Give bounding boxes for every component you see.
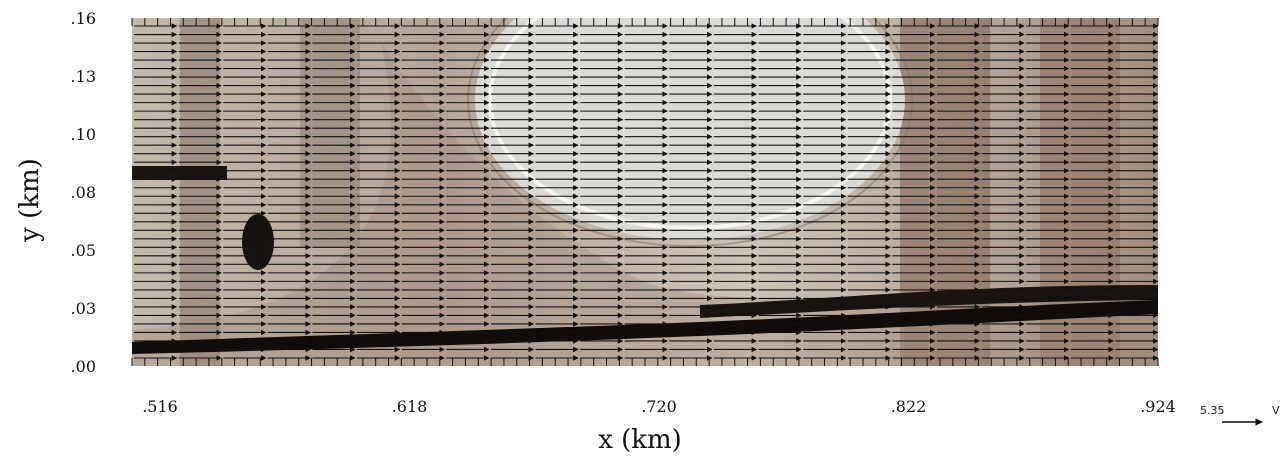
x-tick-label: .618 xyxy=(392,397,428,416)
x-tick-label: .822 xyxy=(891,397,927,416)
y-tick-label: .03 xyxy=(71,299,96,318)
y-tick-label: .16 xyxy=(71,9,96,28)
x-tick-label: .924 xyxy=(1140,397,1176,416)
x-axis-tick-labels: .516 .618 .720 .822 .924 xyxy=(142,397,1176,416)
x-axis-label: x (km) xyxy=(598,425,682,455)
reference-vector-key: 5.35 V xyxy=(1200,404,1280,426)
aerial-photo-background xyxy=(132,18,1158,366)
velocity-vector-field xyxy=(134,23,1158,361)
y-axis-label: y (km) xyxy=(15,158,45,243)
y-axis-tick-labels: .00 .03 .05 .08 .10 .13 .16 xyxy=(71,9,96,376)
x-tick-label: .516 xyxy=(142,397,178,416)
y-tick-label: .05 xyxy=(71,241,96,260)
x-tick-label: .720 xyxy=(641,397,677,416)
y-tick-label: .00 xyxy=(71,357,96,376)
y-tick-label: .13 xyxy=(71,67,96,86)
y-tick-label: .08 xyxy=(71,183,96,202)
reference-vector-unit: V xyxy=(1272,404,1280,417)
axis-tick-marks xyxy=(131,18,1159,366)
y-tick-label: .10 xyxy=(71,125,96,144)
reference-vector-value: 5.35 xyxy=(1200,404,1225,417)
